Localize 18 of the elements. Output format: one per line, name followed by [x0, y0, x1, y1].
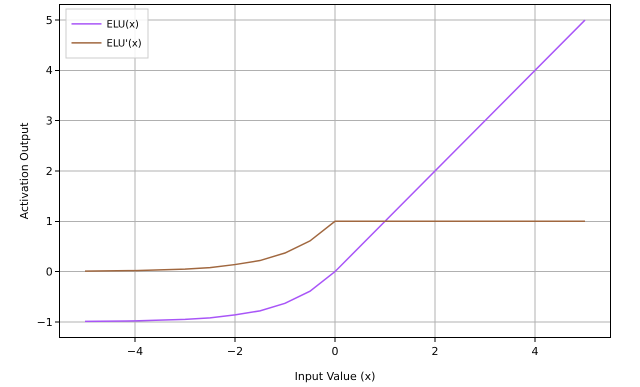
y-tick-label: 3 [46, 114, 53, 128]
x-tick-label: −4 [126, 345, 144, 358]
y-tick-label: 2 [46, 164, 53, 178]
legend-label: ELU'(x) [106, 38, 142, 50]
x-axis-title: Input Value (x) [294, 370, 376, 383]
y-axis-title: Activation Output [18, 122, 31, 220]
legend-label: ELU(x) [106, 20, 140, 31]
x-tick-label: 0 [332, 345, 338, 358]
y-tick-label: 4 [46, 64, 53, 78]
x-tick-label: −2 [226, 345, 244, 358]
y-tick-label: 0 [46, 265, 53, 278]
x-tick-label: 4 [532, 345, 538, 358]
y-tick-label: −1 [36, 316, 53, 329]
y-tick-label: 1 [46, 215, 53, 228]
line-series [84, 220, 586, 272]
x-tick-label: 2 [432, 345, 438, 358]
line-series [84, 19, 586, 322]
y-tick-label: 5 [46, 14, 53, 27]
